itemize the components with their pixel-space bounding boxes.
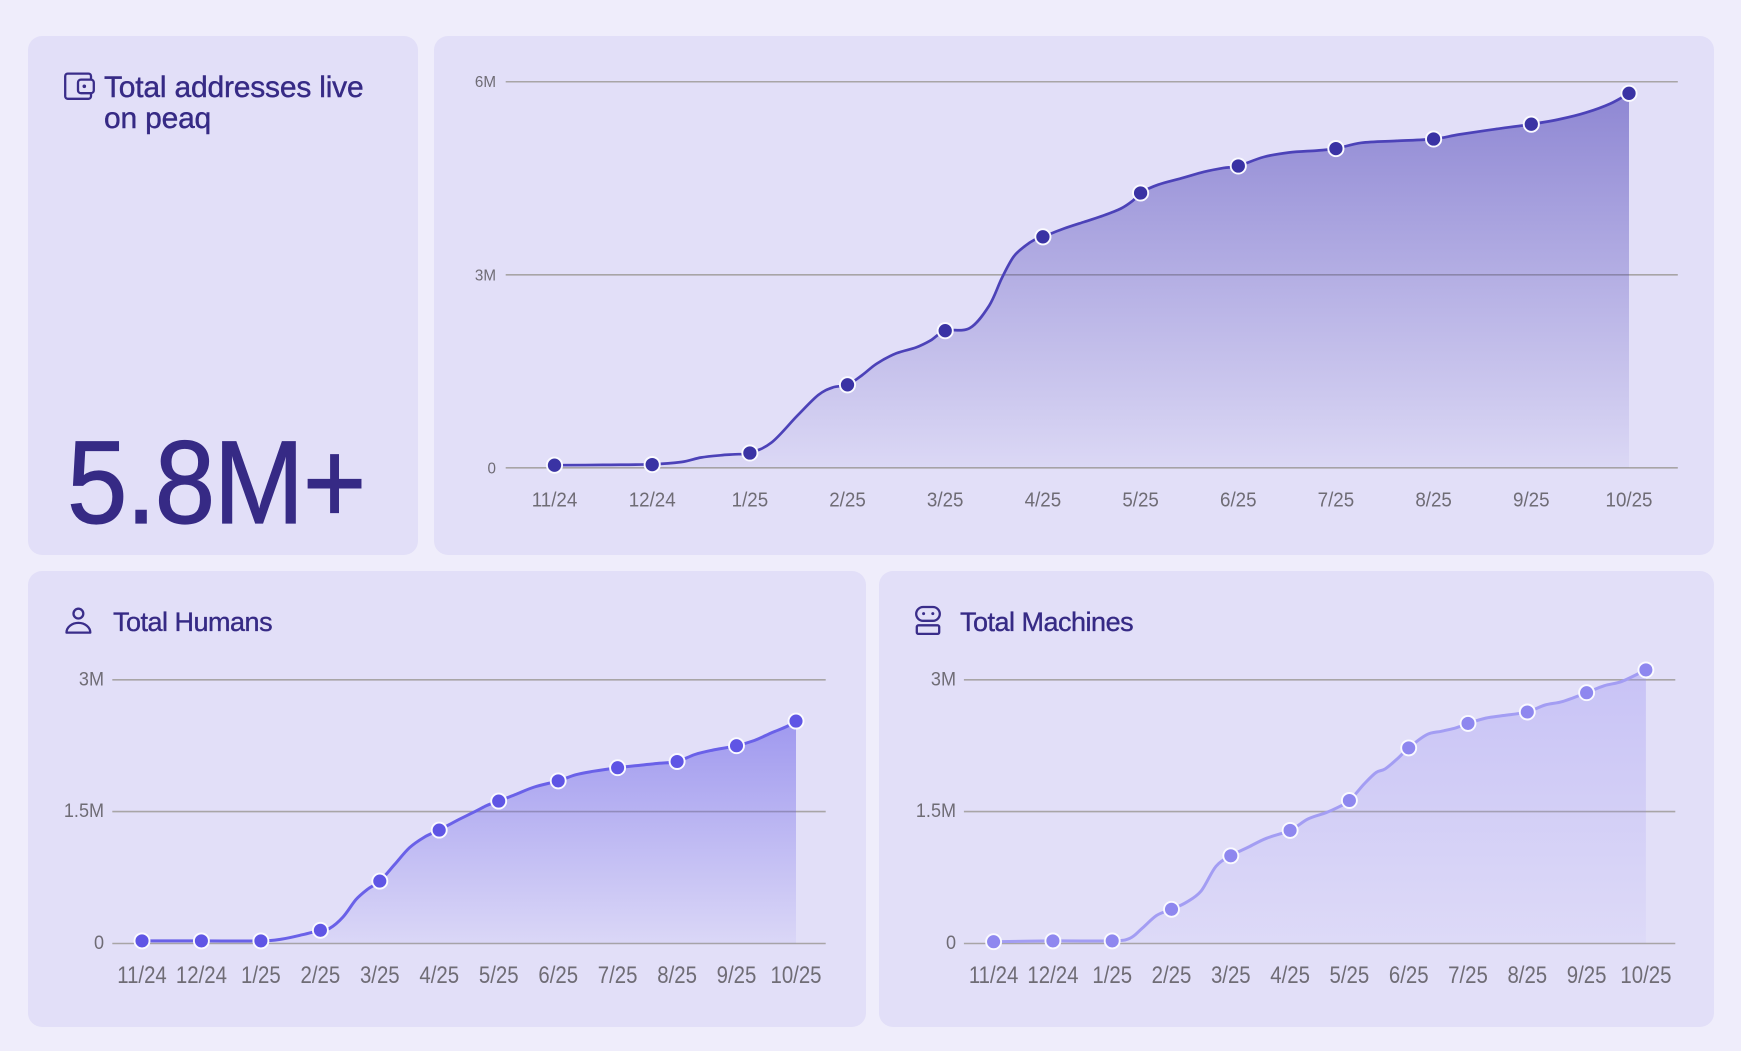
svg-text:7/25: 7/25 <box>598 961 638 988</box>
svg-text:1/25: 1/25 <box>1092 961 1132 988</box>
svg-text:3/25: 3/25 <box>927 489 964 512</box>
svg-text:7/25: 7/25 <box>1448 961 1488 988</box>
svg-text:2/25: 2/25 <box>1152 961 1192 988</box>
svg-text:12/24: 12/24 <box>1027 961 1078 988</box>
svg-text:5/25: 5/25 <box>479 961 519 988</box>
svg-text:2/25: 2/25 <box>829 489 866 512</box>
svg-text:11/24: 11/24 <box>969 961 1019 988</box>
svg-text:9/25: 9/25 <box>1567 961 1607 988</box>
svg-text:1/25: 1/25 <box>732 489 769 512</box>
svg-text:10/25: 10/25 <box>1620 961 1671 988</box>
svg-text:7/25: 7/25 <box>1318 489 1355 512</box>
svg-text:9/25: 9/25 <box>717 961 757 988</box>
svg-text:9/25: 9/25 <box>1513 489 1550 512</box>
svg-text:11/24: 11/24 <box>532 489 578 512</box>
svg-text:8/25: 8/25 <box>1507 961 1547 988</box>
svg-text:3M: 3M <box>79 668 104 690</box>
svg-text:4/25: 4/25 <box>1025 489 1062 512</box>
svg-text:1.5M: 1.5M <box>64 800 104 822</box>
svg-text:2/25: 2/25 <box>301 961 341 988</box>
svg-text:10/25: 10/25 <box>770 961 821 988</box>
svg-text:0: 0 <box>946 932 956 954</box>
svg-text:0: 0 <box>488 460 497 477</box>
svg-text:11/24: 11/24 <box>117 961 167 988</box>
svg-text:5/25: 5/25 <box>1330 961 1370 988</box>
svg-text:0: 0 <box>94 932 104 954</box>
svg-text:4/25: 4/25 <box>419 961 459 988</box>
svg-text:3/25: 3/25 <box>360 961 400 988</box>
svg-text:8/25: 8/25 <box>657 961 697 988</box>
svg-text:3/25: 3/25 <box>1211 961 1251 988</box>
svg-text:6/25: 6/25 <box>1220 489 1257 512</box>
svg-text:4/25: 4/25 <box>1270 961 1310 988</box>
svg-text:6M: 6M <box>475 74 496 91</box>
svg-text:6/25: 6/25 <box>538 961 578 988</box>
svg-text:6/25: 6/25 <box>1389 961 1429 988</box>
svg-text:12/24: 12/24 <box>176 961 227 988</box>
svg-text:5/25: 5/25 <box>1122 489 1159 512</box>
svg-text:3M: 3M <box>931 668 956 690</box>
svg-text:10/25: 10/25 <box>1605 489 1652 512</box>
svg-text:1/25: 1/25 <box>241 961 281 988</box>
svg-text:12/24: 12/24 <box>629 489 676 512</box>
svg-text:8/25: 8/25 <box>1415 489 1452 512</box>
svg-text:3M: 3M <box>475 267 496 284</box>
svg-text:1.5M: 1.5M <box>916 800 956 822</box>
